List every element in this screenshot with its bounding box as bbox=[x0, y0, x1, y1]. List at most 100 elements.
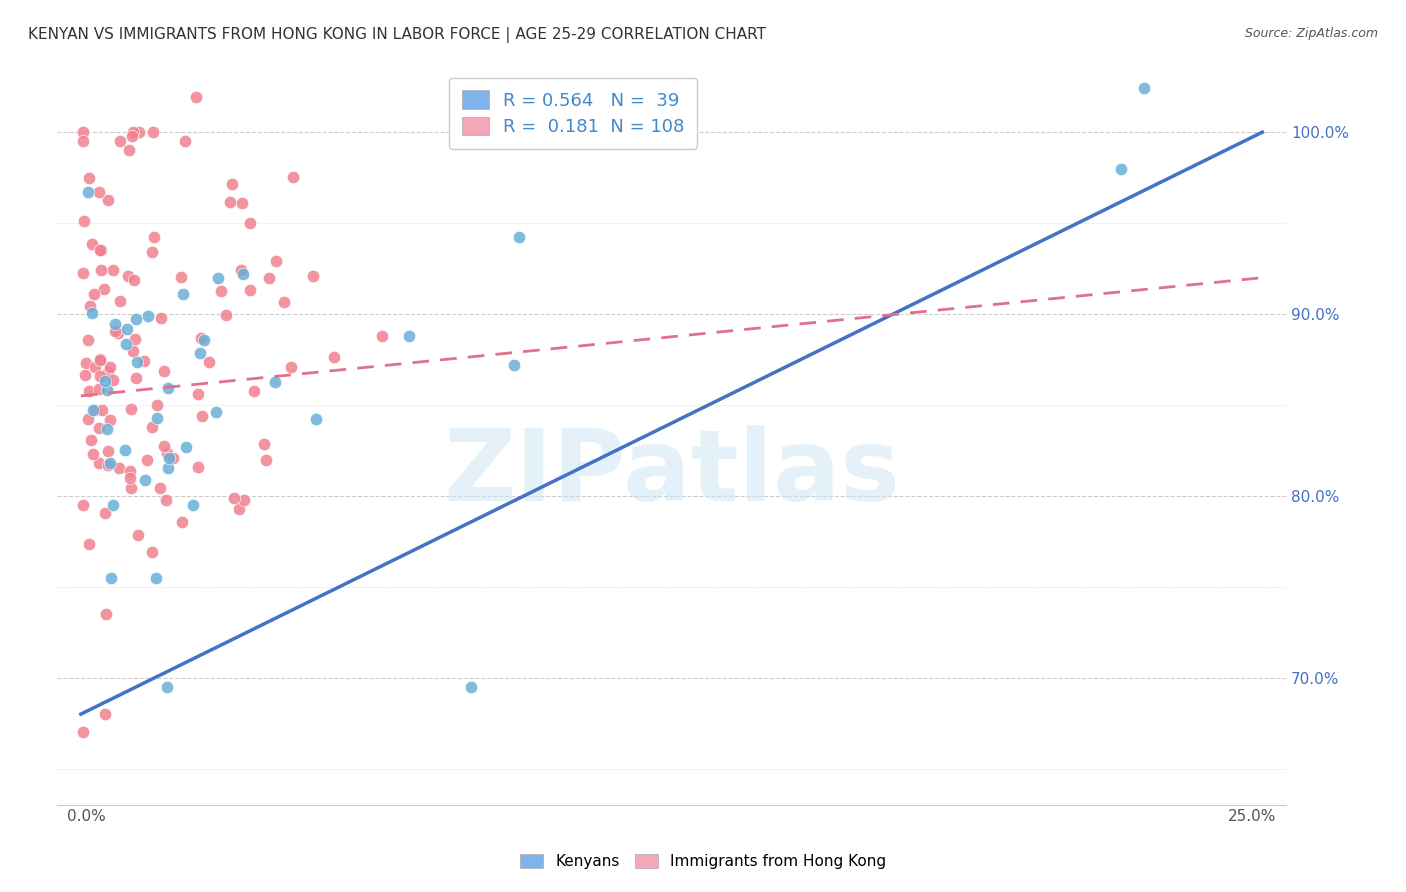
Point bbox=[187, 459, 209, 474]
Point bbox=[174, 134, 197, 148]
Point bbox=[150, 310, 173, 325]
Point bbox=[190, 331, 212, 345]
Point bbox=[96, 422, 118, 436]
Point bbox=[273, 295, 295, 310]
Point bbox=[134, 354, 156, 368]
Point bbox=[97, 193, 120, 207]
Point bbox=[80, 306, 103, 320]
Point bbox=[121, 128, 143, 143]
Point bbox=[104, 317, 127, 331]
Point bbox=[84, 403, 107, 417]
Point bbox=[114, 336, 136, 351]
Point bbox=[124, 273, 146, 287]
Point bbox=[193, 333, 215, 347]
Point bbox=[218, 195, 240, 210]
Point bbox=[120, 471, 142, 485]
Point bbox=[197, 355, 219, 369]
Point bbox=[96, 607, 118, 621]
Point bbox=[96, 384, 118, 398]
Point bbox=[508, 230, 530, 244]
Point bbox=[76, 356, 98, 370]
Point bbox=[1109, 162, 1132, 177]
Point bbox=[125, 312, 148, 326]
Point bbox=[98, 359, 121, 374]
Legend: R = 0.564   N =  39, R =  0.181  N = 108: R = 0.564 N = 39, R = 0.181 N = 108 bbox=[449, 78, 697, 149]
Point bbox=[302, 269, 325, 284]
Point bbox=[156, 461, 179, 475]
Point bbox=[72, 134, 94, 148]
Point bbox=[93, 282, 115, 296]
Point bbox=[136, 309, 159, 323]
Point bbox=[146, 398, 169, 412]
Point bbox=[80, 433, 103, 447]
Point bbox=[72, 266, 94, 280]
Point bbox=[232, 267, 254, 281]
Point bbox=[145, 571, 167, 585]
Point bbox=[72, 498, 94, 512]
Point bbox=[110, 134, 132, 148]
Point bbox=[283, 170, 305, 185]
Point bbox=[233, 493, 256, 508]
Point bbox=[231, 263, 253, 277]
Point bbox=[254, 452, 277, 467]
Point bbox=[97, 444, 120, 458]
Point bbox=[115, 322, 138, 336]
Point bbox=[118, 144, 141, 158]
Point bbox=[257, 271, 280, 285]
Point bbox=[77, 170, 100, 185]
Point bbox=[266, 253, 288, 268]
Point bbox=[89, 382, 111, 396]
Point bbox=[84, 360, 107, 375]
Point bbox=[72, 725, 94, 739]
Point bbox=[215, 308, 238, 322]
Point bbox=[221, 177, 243, 191]
Point bbox=[231, 195, 253, 210]
Point bbox=[77, 185, 100, 199]
Point bbox=[242, 384, 264, 398]
Point bbox=[141, 125, 163, 139]
Point bbox=[322, 350, 344, 364]
Point bbox=[100, 456, 122, 470]
Point bbox=[141, 545, 163, 559]
Point bbox=[207, 271, 229, 285]
Text: Source: ZipAtlas.com: Source: ZipAtlas.com bbox=[1244, 27, 1378, 40]
Point bbox=[110, 294, 132, 309]
Point bbox=[79, 537, 101, 551]
Point bbox=[153, 364, 176, 378]
Point bbox=[118, 464, 141, 478]
Point bbox=[89, 243, 111, 257]
Point bbox=[1133, 80, 1156, 95]
Point bbox=[89, 351, 111, 366]
Point bbox=[82, 447, 104, 461]
Point bbox=[91, 402, 114, 417]
Point bbox=[89, 456, 111, 470]
Point bbox=[156, 680, 179, 694]
Point bbox=[94, 506, 117, 520]
Point bbox=[73, 214, 96, 228]
Text: 25.0%: 25.0% bbox=[1227, 809, 1277, 823]
Point bbox=[73, 368, 96, 382]
Point bbox=[143, 229, 166, 244]
Point bbox=[122, 125, 145, 139]
Point bbox=[460, 680, 482, 694]
Point bbox=[89, 353, 111, 368]
Point bbox=[90, 262, 112, 277]
Point bbox=[125, 355, 148, 369]
Point bbox=[209, 285, 232, 299]
Point bbox=[72, 125, 94, 139]
Point bbox=[89, 368, 111, 383]
Point bbox=[100, 413, 122, 427]
Point bbox=[146, 411, 169, 425]
Point bbox=[172, 515, 194, 529]
Point bbox=[125, 371, 148, 385]
Point bbox=[503, 358, 526, 372]
Point bbox=[127, 528, 149, 542]
Point bbox=[170, 270, 193, 285]
Point bbox=[103, 373, 125, 387]
Point bbox=[97, 365, 120, 379]
Point bbox=[155, 493, 177, 508]
Point bbox=[101, 263, 124, 277]
Text: ZIPatlas: ZIPatlas bbox=[443, 425, 900, 522]
Point bbox=[153, 439, 176, 453]
Point bbox=[370, 329, 392, 343]
